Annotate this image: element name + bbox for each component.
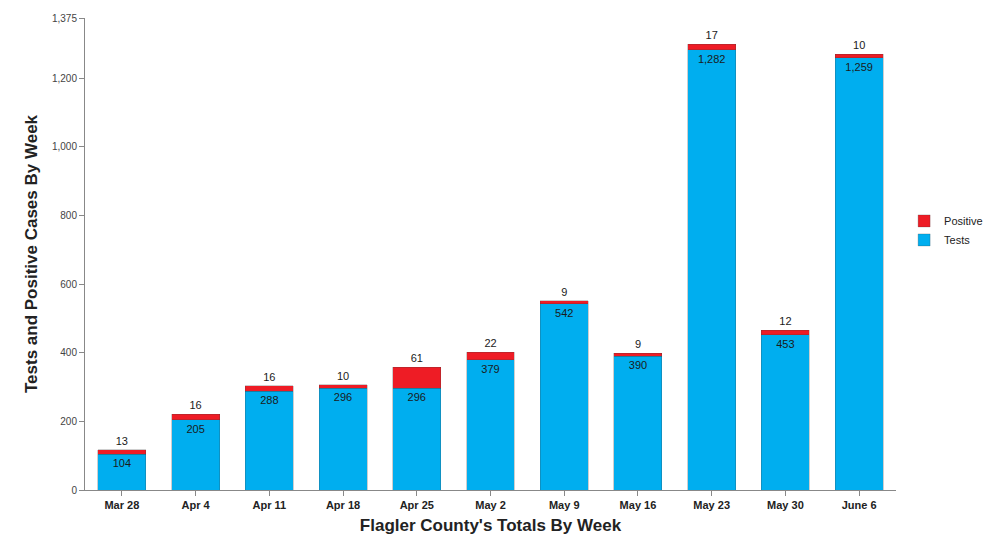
svg-text:288: 288	[260, 394, 278, 406]
svg-text:400: 400	[60, 347, 77, 358]
svg-text:17: 17	[706, 29, 718, 41]
svg-text:May 30: May 30	[767, 499, 804, 511]
svg-text:22: 22	[484, 337, 496, 349]
svg-text:296: 296	[334, 391, 352, 403]
svg-text:Mar 28: Mar 28	[104, 499, 139, 511]
svg-text:12: 12	[779, 315, 791, 327]
svg-text:9: 9	[635, 338, 641, 350]
svg-text:Flagler County's Totals By Wee: Flagler County's Totals By Week	[360, 516, 622, 535]
svg-text:May 9: May 9	[549, 499, 580, 511]
svg-text:1,282: 1,282	[698, 53, 726, 65]
svg-text:296: 296	[408, 391, 426, 403]
svg-text:1,200: 1,200	[52, 73, 77, 84]
svg-text:390: 390	[629, 359, 647, 371]
svg-text:Apr 18: Apr 18	[326, 499, 360, 511]
svg-text:May 16: May 16	[620, 499, 657, 511]
svg-text:16: 16	[263, 371, 275, 383]
svg-text:205: 205	[186, 423, 204, 435]
svg-text:200: 200	[60, 416, 77, 427]
svg-text:Apr 4: Apr 4	[182, 499, 211, 511]
svg-text:Tests and Positive Cases By We: Tests and Positive Cases By Week	[22, 114, 41, 393]
svg-text:600: 600	[60, 279, 77, 290]
svg-text:104: 104	[113, 457, 131, 469]
svg-text:542: 542	[555, 307, 573, 319]
svg-text:379: 379	[481, 363, 499, 375]
svg-text:1,000: 1,000	[52, 141, 77, 152]
svg-text:13: 13	[116, 435, 128, 447]
svg-text:Positive: Positive	[944, 215, 983, 227]
svg-text:16: 16	[189, 399, 201, 411]
svg-text:1,259: 1,259	[845, 61, 873, 73]
svg-text:61: 61	[411, 352, 423, 364]
svg-text:453: 453	[776, 338, 794, 350]
svg-text:9: 9	[561, 286, 567, 298]
svg-text:Tests: Tests	[944, 234, 970, 246]
svg-text:May 2: May 2	[475, 499, 506, 511]
svg-text:0: 0	[71, 485, 77, 496]
svg-text:Apr 25: Apr 25	[400, 499, 434, 511]
svg-text:800: 800	[60, 210, 77, 221]
svg-text:1,375: 1,375	[52, 13, 77, 24]
svg-text:10: 10	[337, 370, 349, 382]
svg-text:June 6: June 6	[842, 499, 877, 511]
svg-text:May 23: May 23	[693, 499, 730, 511]
svg-text:Apr 11: Apr 11	[252, 499, 286, 511]
svg-text:10: 10	[853, 39, 865, 51]
